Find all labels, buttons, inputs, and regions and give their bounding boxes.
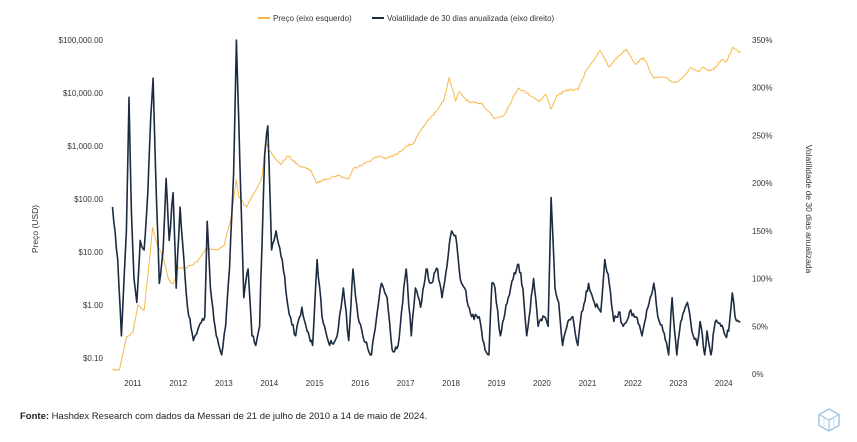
x-tick-label: 2013 bbox=[215, 379, 233, 388]
source-text: Hashdex Research com dados da Messari de… bbox=[49, 411, 428, 422]
y-right-tick-label: 200% bbox=[752, 179, 772, 188]
x-tick-label: 2014 bbox=[260, 379, 278, 388]
y-right-tick-label: 50% bbox=[752, 322, 768, 331]
x-tick-label: 2012 bbox=[169, 379, 187, 388]
price-series-line bbox=[112, 46, 741, 372]
y-left-tick-label: $1,000.00 bbox=[67, 142, 103, 151]
x-tick-label: 2018 bbox=[442, 379, 460, 388]
x-tick-label: 2016 bbox=[351, 379, 369, 388]
x-tick-labels: 2011 2012 2013 2014 2015 2016 2017 2018 2019 2020… bbox=[124, 379, 733, 388]
x-tick-label: 2022 bbox=[624, 379, 642, 388]
hashdex-logo-icon bbox=[818, 408, 840, 432]
y-right-tick-label: 350% bbox=[752, 36, 772, 45]
x-tick-label: 2011 bbox=[124, 379, 142, 388]
y-left-tick-label: $0.10 bbox=[83, 354, 104, 363]
x-tick-label: 2024 bbox=[715, 379, 733, 388]
y-right-tick-label: 300% bbox=[752, 84, 772, 93]
source-label: Fonte: bbox=[20, 411, 50, 422]
y-left-tick-label: $10.00 bbox=[79, 248, 104, 257]
y-left-tick-label: $10,000.00 bbox=[63, 89, 104, 98]
source-note: Fonte: Hashdex Research com dados da Mes… bbox=[20, 411, 427, 422]
y-left-tick-label: $1.00 bbox=[83, 301, 104, 310]
legend: Preço (eixo esquerdo) Volatilidade de 30… bbox=[258, 14, 555, 23]
y-right-tick-label: 250% bbox=[752, 131, 772, 140]
y-right-axis-title: Volatilidade de 30 dias anualizada bbox=[804, 145, 814, 274]
y-right-tick-label: 0% bbox=[752, 370, 764, 379]
y-left-tick-labels: $0.10 $1.00 $10.00 $100.00 $1,000.00 $10,000.… bbox=[59, 36, 104, 363]
x-tick-label: 2015 bbox=[306, 379, 324, 388]
y-left-tick-label: $100.00 bbox=[74, 195, 103, 204]
y-right-tick-label: 150% bbox=[752, 227, 772, 236]
y-left-axis-title: Preço (USD) bbox=[30, 205, 40, 253]
y-right-tick-labels: 0% 50% 100% 150% 200% 250% 300% 350% bbox=[752, 36, 772, 379]
x-tick-label: 2019 bbox=[488, 379, 506, 388]
x-tick-label: 2017 bbox=[397, 379, 415, 388]
y-left-tick-label: $100,000.00 bbox=[59, 36, 104, 45]
y-right-tick-label: 100% bbox=[752, 275, 772, 284]
plot-area bbox=[111, 39, 741, 372]
x-tick-label: 2021 bbox=[579, 379, 597, 388]
x-tick-label: 2023 bbox=[669, 379, 687, 388]
legend-label-price: Preço (eixo esquerdo) bbox=[273, 14, 352, 23]
legend-label-volatility: Volatilidade de 30 dias anualizada (eixo… bbox=[387, 14, 555, 23]
x-tick-label: 2020 bbox=[533, 379, 551, 388]
volatility-series-line bbox=[111, 39, 741, 356]
